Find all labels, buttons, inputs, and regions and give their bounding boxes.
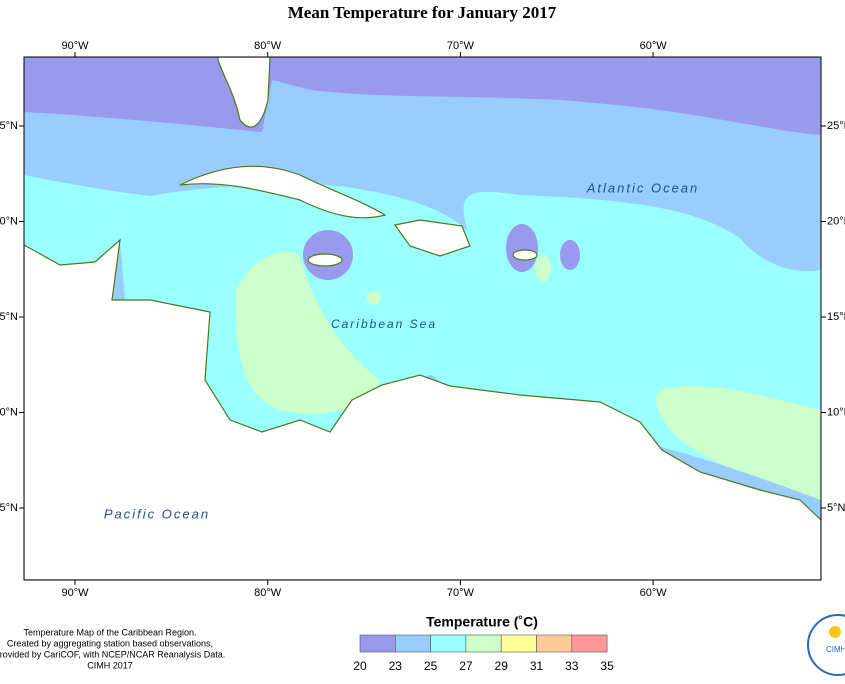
zone-purple [506, 224, 538, 272]
lat-label: 5°N [0, 502, 18, 514]
land [217, 57, 271, 128]
lon-label: 70°W [447, 587, 475, 599]
legend-swatch [500, 634, 537, 653]
legend-tick: 27 [459, 659, 473, 673]
map-frame [23, 56, 822, 581]
lat-label: 5°N [827, 502, 845, 514]
land [179, 165, 387, 219]
logo-text: CIMH [826, 645, 845, 654]
title: Mean Temperature for January 2017 [288, 3, 557, 22]
lon-label: 80°W [254, 587, 282, 599]
zone-purple [24, 57, 821, 135]
land [24, 238, 821, 580]
lon-label: 70°W [447, 40, 475, 52]
lat-label: 15°N [0, 311, 18, 323]
lat-label: 25°N [0, 120, 18, 132]
lat-label: 25°N [827, 120, 845, 132]
lon-label: 80°W [254, 40, 282, 52]
footnote-line: provided by CariCOF, with NCEP/NCAR Rean… [0, 649, 225, 659]
zone-green [235, 251, 380, 414]
map: Atlantic Ocean Caribbean Sea Pacific Oce… [24, 57, 821, 580]
footnote-line: Created by aggregating station based obs… [7, 638, 213, 648]
zone-green [535, 254, 551, 282]
ocean-label: Caribbean Sea [331, 317, 437, 331]
graticule: 90°W 90°W 80°W 80°W 70°W 70°W 60°W 60°W 25°N 25°N… [0, 40, 845, 599]
lat-label: 10°N [827, 406, 845, 418]
lon-label: 60°W [640, 40, 668, 52]
legend-swatch [394, 634, 431, 653]
legend-tick: 35 [600, 659, 614, 673]
lat-label: 20°N [827, 215, 845, 227]
lon-label: 90°W [61, 40, 89, 52]
land [307, 253, 343, 267]
zone-green [367, 291, 381, 305]
legend-swatch [536, 634, 573, 653]
legend-tick: 23 [389, 659, 403, 673]
footnote-line: Temperature Map of the Caribbean Region. [23, 627, 196, 637]
ocean-label: Pacific Ocean [104, 506, 210, 521]
lat-label: 10°N [0, 406, 18, 418]
legend-tick: 29 [495, 659, 509, 673]
legend-swatch [359, 634, 396, 653]
legend-swatch [430, 634, 467, 653]
legend-swatch [465, 634, 502, 653]
land [512, 249, 538, 261]
legend-tick: 20 [353, 659, 367, 673]
zone-green [656, 385, 821, 505]
ocean-label: Atlantic Ocean [586, 180, 700, 195]
legend-title: Temperature (˚C) [426, 614, 538, 630]
legend-tick: 33 [565, 659, 579, 673]
lat-label: 15°N [827, 311, 845, 323]
land [393, 219, 471, 257]
lon-label: 60°W [640, 587, 668, 599]
legend-swatch [571, 634, 608, 653]
footnote: Temperature Map of the Caribbean Region.… [0, 627, 225, 670]
logo-sun [829, 626, 841, 638]
zone-purple [560, 240, 580, 270]
legend-tick: 31 [530, 659, 544, 673]
lat-label: 20°N [0, 215, 18, 227]
footnote-line: CIMH 2017 [87, 660, 133, 670]
lon-label: 90°W [61, 587, 89, 599]
legend: 20 23 25 27 29 31 33 35 [353, 634, 614, 673]
legend-tick: 25 [424, 659, 438, 673]
